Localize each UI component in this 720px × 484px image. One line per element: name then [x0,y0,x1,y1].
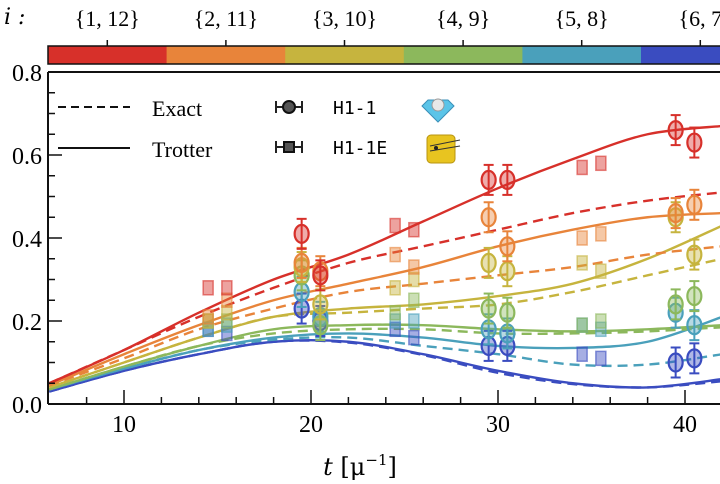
axes: 10 20 30 40 0.0 0.2 0.4 0.6 0.8 [12,61,720,438]
h1e-marker [389,246,401,263]
colorbar-segment [48,46,168,64]
trotter-line-{6, 7} [48,339,720,393]
diamond-qubit-icon [421,98,455,123]
legend-exact-label: Exact [152,96,202,121]
y-tick-label: 0.2 [12,310,42,336]
x-tick-label: 10 [112,412,136,438]
h1e-marker [595,226,607,242]
h1e-marker [408,313,420,329]
trotter-line-{4, 9} [48,323,720,391]
h1e-marker [389,304,401,321]
trotter-line-{1, 12} [48,124,720,385]
h1e-marker [408,221,420,238]
h1e-marker [389,313,401,329]
h1e-marker [576,230,588,246]
h1-marker [499,169,516,190]
h1e-marker [221,325,233,342]
y-tick-label: 0.6 [12,144,42,170]
h1-marker [480,169,497,190]
h1e-marker [389,321,401,338]
h1e-marker [595,321,607,338]
h1e-marker [389,217,401,234]
h1-marker [312,294,329,315]
h1-marker [667,294,684,315]
colorbar-segment [641,46,720,64]
h1-marker [480,298,497,319]
h1e-marker [221,292,233,308]
series-group [48,114,720,393]
h1e-marker [408,292,420,308]
h1-marker [499,261,516,282]
h1e-marker [576,346,588,362]
colorbar-segment [285,46,405,64]
h1-marker [499,236,516,257]
x-axis-label: t [μ−1] [323,451,397,481]
h1-marker [686,348,703,369]
colorbar: i : {1, 12} {2, 11} {3, 10} {4, 9} {5, 8} {6,… [4,5,720,65]
exact-line-{2, 11} [48,245,720,387]
exact-line-{3, 10} [48,258,720,389]
colorbar-frame [47,45,720,65]
h1-marker [293,252,310,273]
colorbar-tick-label: {1, 12} [75,6,140,31]
h1-marker [686,286,703,307]
h1e-marker [202,280,214,296]
y-tick-label: 0.0 [12,393,42,419]
h1e-marker [576,255,588,271]
h1e-marker [595,313,607,329]
colorbar-segment [522,46,642,64]
h1-marker [686,194,703,215]
h1-marker [686,315,703,336]
colorbar-tick-label: {3, 10} [312,6,377,31]
h1e-marker [408,329,420,346]
colorbar-segment [166,46,287,64]
x-tick-label: 20 [299,412,323,438]
trotter-line-{5, 8} [48,316,720,391]
h1-marker [686,244,703,265]
colorbar-tick-label: {4, 9} [436,6,490,31]
colorbar-tick-label: {2, 11} [194,6,258,31]
h1e-marker [221,304,233,321]
colorbar-segment [403,46,524,64]
h1e-marker [595,155,607,172]
h1e-marker [221,280,233,296]
y-tick-label: 0.4 [12,227,42,253]
h1-marker [480,207,497,228]
h1e-marker [202,321,214,338]
colorbar-label: i : [4,5,25,30]
h1-marker [480,252,497,273]
h1-marker [667,352,684,373]
h1e-marker [595,263,607,279]
h1e-marker [576,159,588,176]
plot-area [48,114,720,393]
h1e-marker [202,309,214,325]
h1e-marker [408,259,420,275]
h1e-marker [595,350,607,367]
x-tick-label: 40 [673,412,697,438]
h1-marker [667,120,684,141]
h1-marker [312,265,329,286]
h1-marker [293,223,310,244]
h1e-marker [221,313,233,329]
h1e-marker [408,271,420,288]
y-tick-label: 0.8 [12,61,42,87]
trotter-line-{2, 11} [48,212,720,387]
legend-h1e-marker [275,141,303,153]
colorbar-tick-label: {6, 7 [679,6,720,31]
legend-h1e-label: H1-1E [333,138,387,159]
h1e-marker [576,317,588,333]
h1-marker [686,132,703,153]
x-tick-label: 30 [486,412,510,438]
legend-trotter-label: Trotter [152,137,213,162]
emulator-chip-icon [426,134,461,164]
h1-marker [667,203,684,224]
legend-h1-label: H1-1 [333,98,376,119]
h1-marker [499,302,516,323]
legend: Exact Trotter H1-1 H1-1E [58,96,461,164]
h1e-marker [389,280,401,296]
colorbar-tick-label: {5, 8} [555,6,609,31]
legend-h1-marker [275,100,303,114]
